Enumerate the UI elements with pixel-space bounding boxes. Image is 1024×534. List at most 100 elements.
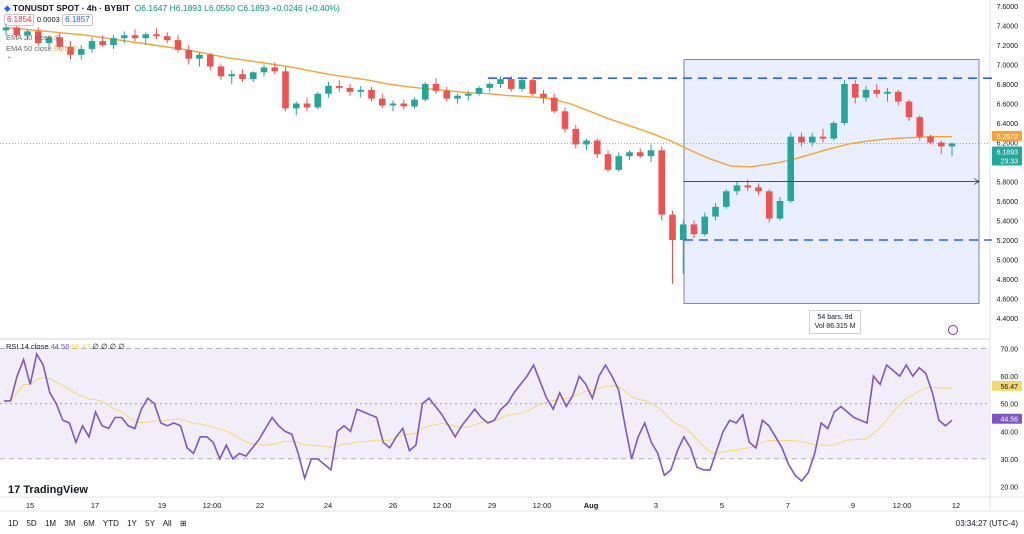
candle-body[interactable]: [679, 224, 687, 240]
timeframe-1d[interactable]: 1D: [8, 519, 19, 528]
candle-body[interactable]: [626, 152, 633, 157]
candle-body[interactable]: [99, 41, 107, 45]
candle-body[interactable]: [755, 187, 762, 192]
candle-body[interactable]: [249, 72, 257, 80]
candle-body[interactable]: [228, 74, 236, 77]
candle-body[interactable]: [593, 140, 601, 155]
candle-body[interactable]: [529, 80, 537, 94]
candle-body[interactable]: [239, 74, 246, 80]
candle-body[interactable]: [88, 41, 96, 49]
rsi-legend[interactable]: RSI 14 close 44.56 56.47 ∅ ∅ ∅ ∅: [6, 342, 125, 351]
candle-body[interactable]: [604, 154, 612, 170]
candle-body[interactable]: [389, 103, 397, 106]
candle-body[interactable]: [464, 93, 472, 96]
candle-body[interactable]: [733, 185, 741, 192]
candle-body[interactable]: [142, 34, 150, 39]
timeframe-1y[interactable]: 1Y: [127, 519, 137, 528]
candle-body[interactable]: [34, 31, 42, 44]
candle-body[interactable]: [56, 37, 64, 47]
candle-body[interactable]: [550, 97, 558, 112]
timeframe-ytd[interactable]: YTD: [102, 519, 119, 528]
date-range-icon[interactable]: ⊞: [179, 519, 187, 528]
candle-body[interactable]: [787, 136, 795, 201]
rsi-ma-line[interactable]: [4, 376, 952, 455]
candle-body[interactable]: [368, 89, 375, 99]
candle-body[interactable]: [841, 84, 848, 123]
candle-body[interactable]: [153, 34, 160, 37]
candle-body[interactable]: [185, 49, 193, 59]
candle-body[interactable]: [443, 90, 451, 99]
candle-body[interactable]: [927, 136, 934, 143]
timeframe-1m[interactable]: 1M: [44, 519, 57, 528]
candle-body[interactable]: [722, 191, 730, 207]
candle-body[interactable]: [260, 67, 268, 73]
candle-body[interactable]: [894, 91, 902, 102]
candle-body[interactable]: [196, 54, 203, 59]
candle-body[interactable]: [712, 206, 719, 217]
candle-body[interactable]: [163, 36, 171, 41]
sell-button[interactable]: 6.1854: [4, 14, 35, 26]
legend-collapse-icon[interactable]: ⌃: [6, 55, 13, 64]
candle-body[interactable]: [884, 91, 891, 94]
candle-body[interactable]: [636, 152, 644, 157]
candle-body[interactable]: [303, 103, 311, 108]
candle-body[interactable]: [454, 95, 461, 99]
candle-body[interactable]: [432, 84, 440, 91]
candle-body[interactable]: [411, 99, 418, 107]
candle-body[interactable]: [131, 35, 139, 39]
candle-body[interactable]: [873, 89, 881, 94]
candle-body[interactable]: [583, 140, 590, 145]
candle-body[interactable]: [572, 128, 580, 145]
candle-body[interactable]: [325, 85, 332, 94]
candle-body[interactable]: [658, 150, 666, 215]
candle-body[interactable]: [690, 224, 698, 235]
candle-body[interactable]: [24, 31, 31, 36]
candle-body[interactable]: [217, 66, 225, 77]
candle-body[interactable]: [67, 46, 74, 55]
candle-body[interactable]: [776, 201, 784, 219]
candle-body[interactable]: [335, 85, 343, 88]
candle-body[interactable]: [507, 79, 515, 89]
candle-body[interactable]: [486, 84, 494, 88]
candle-body[interactable]: [701, 216, 709, 235]
candle-body[interactable]: [475, 87, 483, 94]
candle-body[interactable]: [421, 84, 429, 100]
rsi-line[interactable]: [4, 351, 953, 483]
candle-body[interactable]: [808, 136, 816, 143]
ema50-legend[interactable]: EMA 50 close 6.2572: [6, 44, 77, 53]
alert-icon[interactable]: [948, 325, 958, 335]
symbol-title[interactable]: TONUSDT SPOT · 4h · BYBIT: [12, 3, 130, 13]
candle-body[interactable]: [819, 136, 827, 139]
eye-icon[interactable]: ◎: [53, 33, 61, 42]
candle-body[interactable]: [292, 103, 300, 109]
candle-body[interactable]: [744, 185, 752, 188]
candle-body[interactable]: [13, 27, 21, 36]
candle-body[interactable]: [948, 143, 956, 147]
candle-body[interactable]: [378, 98, 386, 106]
candle-body[interactable]: [765, 191, 773, 219]
candle-body[interactable]: [174, 40, 182, 50]
candle-body[interactable]: [669, 214, 676, 240]
candle-body[interactable]: [77, 48, 85, 55]
clock[interactable]: 03:34:27 (UTC-4): [955, 519, 1018, 528]
timeframe-6m[interactable]: 6M: [83, 519, 95, 528]
candle-body[interactable]: [540, 93, 547, 98]
candle-body[interactable]: [830, 123, 838, 139]
candle-body[interactable]: [314, 93, 322, 108]
timeframe-3m[interactable]: 3M: [64, 519, 76, 528]
candle-body[interactable]: [798, 136, 805, 143]
candle-body[interactable]: [497, 79, 504, 84]
candle-body[interactable]: [916, 117, 924, 137]
timeframe-5d[interactable]: 5D: [26, 519, 37, 528]
timeframe-all[interactable]: All: [162, 519, 172, 528]
candle-body[interactable]: [2, 27, 10, 31]
candle-body[interactable]: [45, 37, 53, 44]
candle-body[interactable]: [282, 71, 289, 109]
candle-body[interactable]: [905, 101, 913, 118]
buy-button[interactable]: 6.1857: [62, 14, 93, 26]
candle-body[interactable]: [937, 142, 945, 147]
candle-body[interactable]: [851, 84, 859, 98]
candle-body[interactable]: [110, 38, 117, 45]
candle-body[interactable]: [206, 54, 214, 67]
